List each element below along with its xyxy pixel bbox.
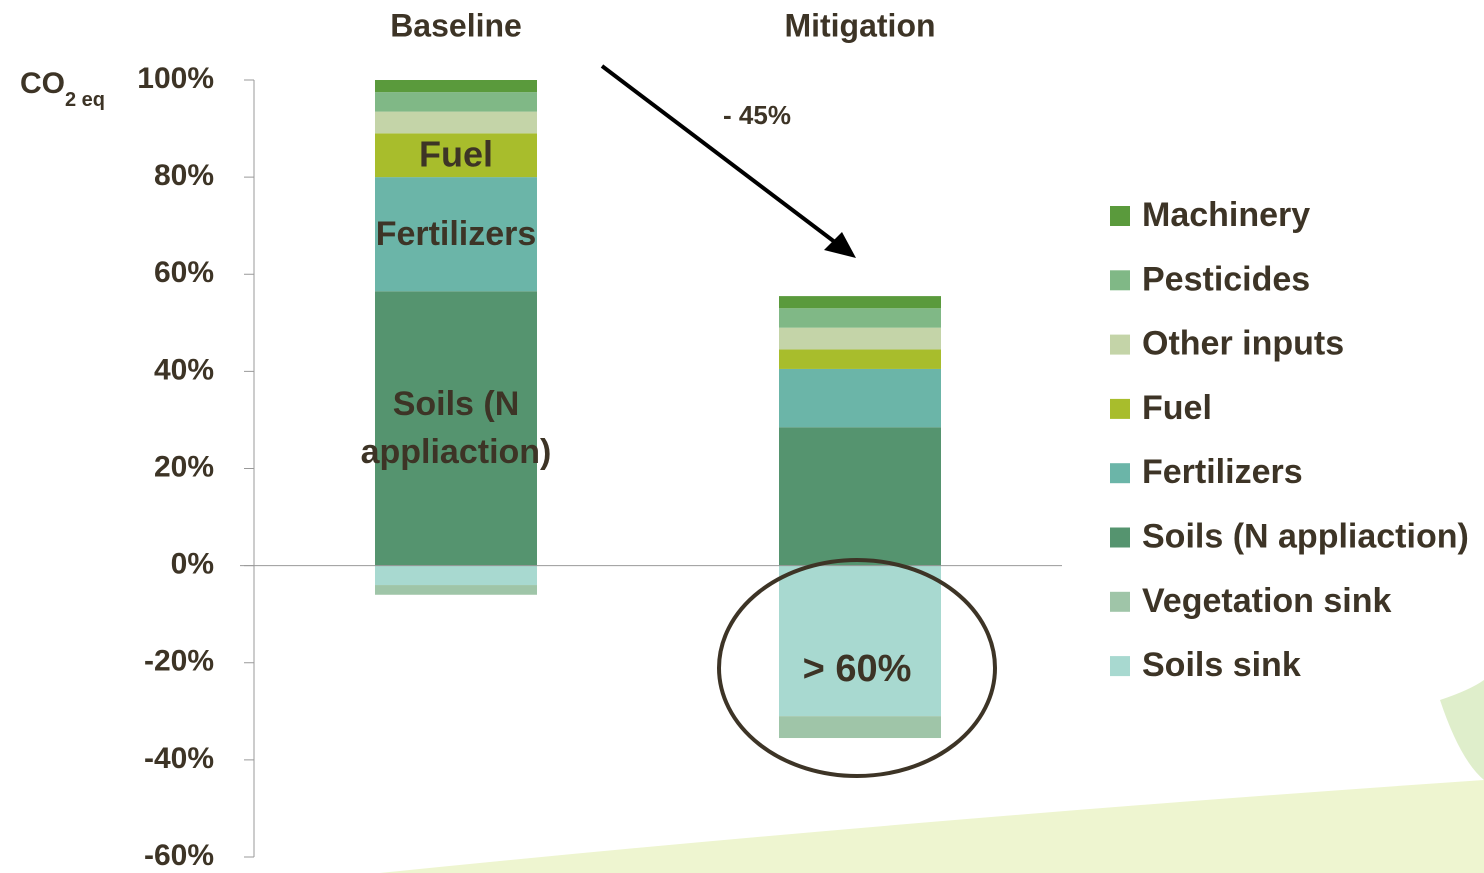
legend-swatch — [1110, 206, 1130, 226]
legend-swatch — [1110, 656, 1130, 676]
bar-segment — [375, 566, 537, 585]
y-tick-label: 60% — [154, 256, 214, 289]
legend-label: Machinery — [1142, 196, 1310, 234]
bar-segment — [375, 80, 537, 92]
bar-segment — [779, 308, 941, 327]
legend-label: Soils sink — [1142, 646, 1301, 684]
legend-label: Vegetation sink — [1142, 582, 1391, 620]
y-tick-label: 80% — [154, 159, 214, 192]
bar-segment — [375, 585, 537, 595]
sink-annotation: > 60% — [803, 648, 912, 690]
y-tick-label: 0% — [171, 548, 214, 581]
y-axis-label-sub: 2 eq — [65, 89, 105, 111]
y-tick-label: -40% — [144, 742, 214, 775]
y-tick-label: 20% — [154, 450, 214, 483]
bar-segment — [779, 566, 941, 717]
legend-label: Fuel — [1142, 389, 1212, 427]
segment-label: Fuel — [419, 134, 493, 175]
legend-swatch — [1110, 463, 1130, 483]
bar-segment — [779, 427, 941, 565]
legend-swatch — [1110, 528, 1130, 548]
y-axis-label: CO2 eq — [20, 67, 105, 111]
legend-label: Fertilizers — [1142, 453, 1303, 491]
bar-segment — [375, 112, 537, 134]
arrow — [602, 66, 848, 252]
y-tick-label: 40% — [154, 353, 214, 386]
segment-label: Fertilizers — [376, 215, 537, 253]
y-tick-label: -60% — [144, 839, 214, 872]
legend-swatch — [1110, 270, 1130, 290]
legend-swatch — [1110, 335, 1130, 355]
bar-segment — [779, 350, 941, 369]
bar-segment — [779, 369, 941, 427]
legend-label: Pesticides — [1142, 260, 1310, 298]
legend-label: Other inputs — [1142, 325, 1344, 363]
segment-label: appliaction) — [361, 433, 552, 471]
reduction-annotation: - 45% — [723, 100, 791, 130]
legend-label: Soils (N appliaction) — [1142, 517, 1469, 555]
legend-swatch — [1110, 592, 1130, 612]
y-tick-label: 100% — [137, 62, 214, 95]
legend-swatch — [1110, 399, 1130, 419]
chart: CO2 eq - 45% -60% -40% -20% 0% 20% 40% 60% 80% 1… — [0, 0, 1484, 873]
category-label: Mitigation — [784, 7, 935, 43]
y-axis-label-main: CO — [20, 67, 65, 100]
bar-segment — [779, 296, 941, 308]
background-decoration — [1440, 680, 1484, 780]
bar-segment — [375, 92, 537, 111]
category-label: Baseline — [390, 7, 522, 43]
bar-segment — [779, 716, 941, 738]
y-tick-label: -20% — [144, 645, 214, 678]
bar-segment — [375, 291, 537, 565]
segment-label: Soils (N — [393, 385, 520, 423]
bar-segment — [779, 328, 941, 350]
background-decoration — [380, 780, 1484, 873]
